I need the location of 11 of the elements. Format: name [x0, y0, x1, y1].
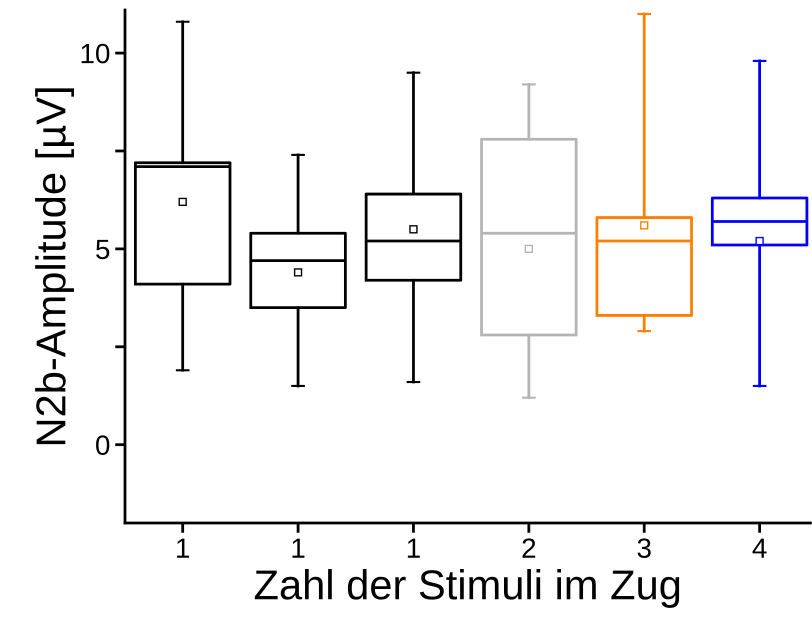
x-tick-label: 3: [638, 538, 651, 558]
x-axis-title: Zahl der Stimuli im Zug: [254, 569, 680, 608]
x-tick-label: 1: [292, 538, 304, 558]
x-tick-label: 2: [522, 538, 536, 558]
y-tick-label: 5: [96, 240, 110, 260]
x-tick-label: 1: [177, 538, 190, 558]
x-tick-label: 1: [408, 538, 420, 558]
y-tick-label: 0: [96, 435, 110, 456]
x-tick-label: 4: [752, 538, 767, 558]
y-axis-title: N2b-Amplitude [µV]: [35, 88, 74, 444]
y-tick-label: 10: [82, 44, 110, 64]
